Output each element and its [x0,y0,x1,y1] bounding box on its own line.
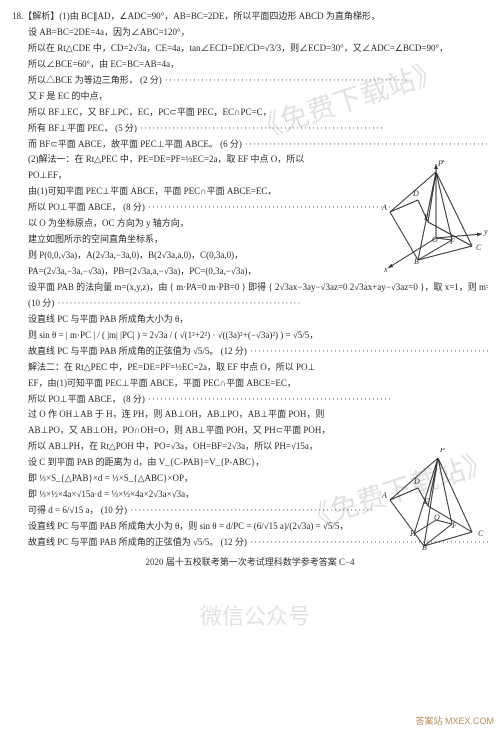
points-marker: (2 分) [138,75,162,85]
svg-text:O: O [434,513,440,522]
svg-text:E: E [423,213,429,222]
solution-line: 所以∠BCE=60°，由 EC=BC=AB=4a， [12,58,488,72]
solution-line: 设 AB=BC=2DE=4a，因为∠ABC=120°， [12,26,488,40]
solution-line: 故直线 PC 与平面 PAB 所成角的正弦值为 √5/5。 (12 分) [12,345,488,359]
points-marker: (8 分) [121,202,145,212]
svg-text:y: y [483,227,488,236]
points-marker: (8 分) [121,394,145,404]
geometry-diagram-2: P A D EO H F B C [380,448,490,558]
svg-text:O: O [432,235,438,244]
svg-text:A: A [381,491,387,500]
svg-text:F: F [451,521,457,530]
solution-line: 又 F 是 EC 的中点， [12,90,488,104]
solution-line: 则 sin θ = | m·PC | / ( |m| |PC| ) = 2√3a… [12,329,488,343]
points-marker: (5 分) [113,123,137,133]
svg-text:F: F [449,237,455,246]
svg-text:A: A [381,203,387,212]
svg-text:C: C [478,529,484,538]
solution-line: 过 O 作 OH⊥AB 于 H，连 PH，则 AB⊥OH，AB⊥PO，AB⊥平面… [12,408,488,422]
points-marker: (6 分) [218,139,242,149]
svg-text:H: H [409,529,417,538]
solution-line: (10 分) [12,297,488,311]
svg-text:x: x [383,265,388,274]
svg-text:P: P [439,448,445,454]
solution-line: 解法二：在 Rt△PEC 中，PE=DE=PF=½EC=2a，取 EF 中点 O… [12,361,488,375]
geometry-diagram-1: PADEOFBCxyz [380,160,490,275]
svg-text:z: z [441,160,446,164]
points-marker: (10 分) [99,505,128,515]
points-marker: (10 分) [28,298,54,308]
solution-line: 所以△BCE 为等边三角形， (2 分) [12,74,488,88]
solution-line: EF，由(1)可知平面 PEC⊥平面 ABCE，平面 PEC∩平面 ABCE=E… [12,377,488,391]
points-marker: (12 分) [218,346,247,356]
svg-text:B: B [414,257,419,266]
svg-text:D: D [412,189,419,198]
solution-line: 所以 PO⊥平面 ABCE， (8 分) [12,393,488,407]
solution-line: AB⊥PO，又 AB⊥OH，PO∩OH=O，则 AB⊥平面 POH，又 PH⊂平… [12,424,488,438]
solution-line: 设平面 PAB 的法向量 m=(x,y,z)，由 { m·PA=0 m·PB=0… [12,281,488,295]
solution-line: 所以在 Rt△CDE 中，CD=2√3a，CE=4a，tan∠ECD=DE/CD… [12,42,488,56]
svg-text:C: C [476,243,482,252]
solution-line: 而 BF⊂平面 ABCE，故平面 PEC⊥平面 ABCE。 (6 分) [12,138,488,152]
solution-line: 设直线 PC 与平面 PAB 所成角大小为 θ， [12,313,488,327]
site-corner-mark: 答案站 MXEX.COM [415,715,494,729]
points-marker: (12 分) [218,537,247,547]
svg-text:E: E [423,497,429,506]
solution-line: 所以 BF⊥EC，又 BF⊥PC，EC，PC⊂平面 PEC，EC∩PC=C， [12,106,488,120]
solution-line: 所有 BF⊥平面 PEC， (5 分) [12,122,488,136]
svg-text:D: D [413,477,420,486]
solution-line: 18.【解析】(1)由 BC∥AD，∠ADC=90°，AB=BC=2DE，所以平… [12,10,488,24]
watermark-text: 微信公众号 [200,600,310,634]
svg-text:B: B [422,543,427,552]
